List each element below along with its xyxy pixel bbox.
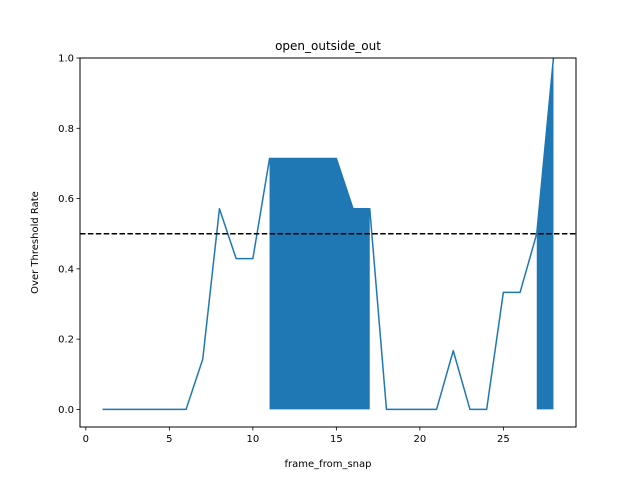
x-tick-label: 0 — [83, 434, 89, 445]
y-tick-label: 0.8 — [58, 124, 74, 135]
axes-frame — [79, 57, 577, 428]
fill-region-2 — [536, 58, 554, 410]
chart-title: open_outside_out — [275, 39, 381, 53]
x-axis-label: frame_from_snap — [285, 459, 372, 470]
ticks: 0 5 10 15 20 25 0.0 0.2 0.4 0.6 0.8 1.0 — [58, 54, 510, 446]
fill-region-1 — [269, 158, 370, 410]
x-tick-label: 15 — [330, 434, 343, 445]
y-tick-label: 0.0 — [58, 405, 74, 416]
y-tick-label: 0.4 — [58, 264, 74, 275]
x-tick-label: 25 — [497, 434, 510, 445]
x-tick-label: 5 — [166, 434, 172, 445]
y-tick-label: 1.0 — [58, 54, 74, 65]
y-axis-label: Over Threshold Rate — [30, 191, 41, 294]
series-line-1 — [102, 57, 555, 411]
y-tick-label: 0.6 — [58, 194, 74, 205]
x-tick-label: 20 — [413, 434, 426, 445]
plot-area — [80, 57, 576, 411]
y-tick-label: 0.2 — [58, 335, 74, 346]
x-tick-label: 10 — [246, 434, 259, 445]
